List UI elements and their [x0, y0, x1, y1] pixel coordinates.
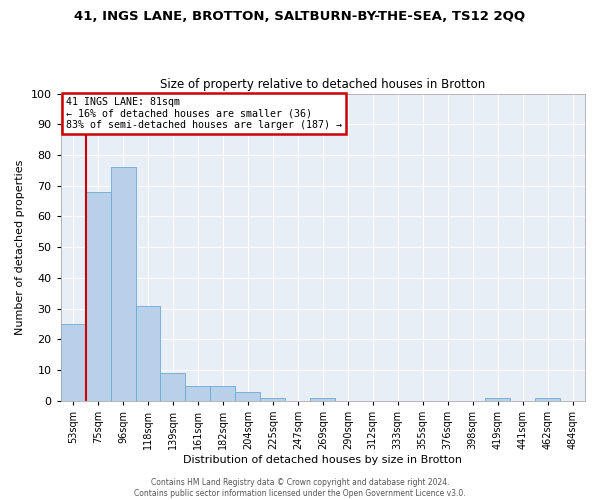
Bar	[61, 324, 86, 401]
Bar	[110, 168, 136, 401]
Bar	[485, 398, 510, 401]
Bar	[211, 386, 235, 401]
Bar	[86, 192, 110, 401]
Text: 41, INGS LANE, BROTTON, SALTBURN-BY-THE-SEA, TS12 2QQ: 41, INGS LANE, BROTTON, SALTBURN-BY-THE-…	[74, 10, 526, 23]
X-axis label: Distribution of detached houses by size in Brotton: Distribution of detached houses by size …	[183, 455, 462, 465]
Text: Contains HM Land Registry data © Crown copyright and database right 2024.
Contai: Contains HM Land Registry data © Crown c…	[134, 478, 466, 498]
Bar	[260, 398, 286, 401]
Bar	[310, 398, 335, 401]
Bar	[535, 398, 560, 401]
Bar	[160, 374, 185, 401]
Bar	[185, 386, 211, 401]
Bar	[136, 306, 160, 401]
Y-axis label: Number of detached properties: Number of detached properties	[15, 160, 25, 335]
Title: Size of property relative to detached houses in Brotton: Size of property relative to detached ho…	[160, 78, 485, 91]
Text: 41 INGS LANE: 81sqm
← 16% of detached houses are smaller (36)
83% of semi-detach: 41 INGS LANE: 81sqm ← 16% of detached ho…	[66, 96, 342, 130]
Bar	[235, 392, 260, 401]
